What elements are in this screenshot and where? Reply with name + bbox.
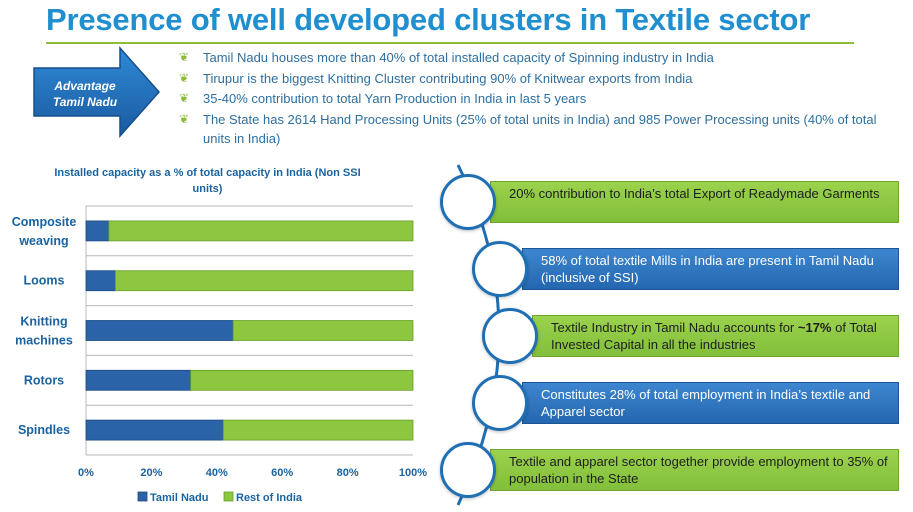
bullet-text: The State has 2614 Hand Processing Units… <box>203 111 877 146</box>
page-title: Presence of well developed clusters in T… <box>46 2 811 37</box>
fact-box: Textile and apparel sector together prov… <box>490 449 899 491</box>
fact-text-pre: Textile Industry in Tamil Nadu accounts … <box>551 320 798 335</box>
fact-circle-marker <box>482 308 538 364</box>
legend-rest-of-india-swatch <box>223 491 234 502</box>
fact-text-bold: ~17% <box>797 320 832 335</box>
advantage-label: Advantage Tamil Nadu <box>52 79 118 109</box>
bullet-item: ❦ The State has 2614 Hand Processing Unit… <box>176 110 896 148</box>
bar-rest-of-india <box>190 369 414 391</box>
category-label: Spindles <box>18 423 70 437</box>
fact-text: 58% of total textile Mills in India are … <box>541 253 874 285</box>
bullet-text: Tirupur is the biggest Knitting Cluster … <box>203 70 693 86</box>
leaf-bullet-icon: ❦ <box>179 91 190 105</box>
fact-circle-marker <box>440 174 496 230</box>
bullet-text: Tamil Nadu houses more than 40% of total… <box>203 50 714 65</box>
category-label: Rotors <box>24 373 64 387</box>
fact-text: Textile and apparel sector together prov… <box>509 454 888 486</box>
fact-circle-marker <box>440 442 496 498</box>
bar-rest-of-india <box>108 220 414 242</box>
legend-tamil-nadu-label: Tamil Nadu <box>150 492 208 504</box>
category-label: Looms <box>24 274 65 288</box>
fact-box: 58% of total textile Mills in India are … <box>522 248 899 290</box>
category-label: Composite weaving <box>12 215 77 248</box>
fact-circle-marker <box>472 375 528 431</box>
category-label: Knitting machines <box>15 315 73 348</box>
title-underline <box>46 42 854 44</box>
bullet-item: ❦ Tamil Nadu houses more than 40% of tota… <box>176 48 896 67</box>
fact-circle-marker <box>472 241 528 297</box>
fact-box: Constitutes 28% of total employment in I… <box>522 382 899 424</box>
x-tick-label: 0% <box>78 467 94 479</box>
legend-tamil-nadu-swatch <box>137 491 148 502</box>
chart-title: Installed capacity as a % of total capac… <box>54 167 361 195</box>
x-tick-label: 20% <box>140 467 162 479</box>
x-tick-label: 40% <box>206 467 228 479</box>
legend-rest-of-india-label: Rest of India <box>236 492 303 504</box>
bar-rest-of-india <box>232 320 414 341</box>
fact-text: Constitutes 28% of total employment in I… <box>541 387 871 419</box>
fact-text: 20% contribution to India’s total Export… <box>509 186 880 201</box>
fact-box: Textile Industry in Tamil Nadu accounts … <box>532 315 899 357</box>
bar-rest-of-india <box>115 270 414 292</box>
bullet-list: ❦ Tamil Nadu houses more than 40% of tota… <box>176 48 896 149</box>
x-tick-label: 60% <box>271 467 293 479</box>
bullet-item: ❦ 35-40% contribution to total Yarn Produ… <box>176 89 896 108</box>
fact-text-post: of Total Invested Capital in all the ind… <box>551 320 877 352</box>
x-tick-label: 100% <box>399 467 427 479</box>
leaf-bullet-icon: ❦ <box>179 70 190 85</box>
leaf-bullet-icon: ❦ <box>179 111 190 126</box>
fact-box: 20% contribution to India’s total Export… <box>490 181 899 223</box>
x-tick-label: 80% <box>337 467 359 479</box>
bar-rest-of-india <box>222 419 414 441</box>
bullet-text: 35-40% contribution to total Yarn Produc… <box>203 91 587 106</box>
bullet-item: ❦ Tirupur is the biggest Knitting Cluster… <box>176 69 896 88</box>
advantage-arrow <box>33 46 161 138</box>
leaf-bullet-icon: ❦ <box>179 50 190 64</box>
